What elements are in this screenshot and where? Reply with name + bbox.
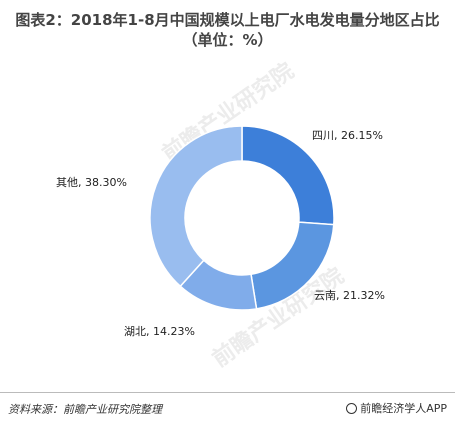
brand: 前瞻经济学人APP (346, 400, 447, 416)
slice-label-3: 其他, 38.30% (56, 176, 127, 189)
source-text: 资料来源：前瞻产业研究院整理 (8, 403, 162, 416)
donut-chart: 四川, 26.15% 云南, 21.32% 湖北, 14.23% 其他, 38.30% (56, 125, 385, 338)
chart-title-line2: （单位：%） (182, 31, 273, 49)
footer: 资料来源：前瞻产业研究院整理 前瞻经济学人APP (0, 392, 455, 425)
donut-labels: 四川, 26.15% 云南, 21.32% 湖北, 14.23% 其他, 38.30% (56, 129, 385, 338)
donut-slice-3 (149, 125, 243, 288)
slice-label-2: 湖北, 14.23% (124, 325, 195, 338)
chart-title: 图表2：2018年1-8月中国规模以上电厂水电发电量分地区占比 （单位：%） (0, 10, 455, 50)
donut-slices (149, 125, 335, 311)
slice-label-0: 四川, 26.15% (312, 129, 383, 142)
slice-label-1: 云南, 21.32% (314, 289, 385, 302)
brand-logo-icon (346, 402, 358, 414)
brand-text: 前瞻经济学人APP (360, 402, 447, 415)
chart-title-line1: 图表2：2018年1-8月中国规模以上电厂水电发电量分地区占比 (15, 11, 440, 29)
